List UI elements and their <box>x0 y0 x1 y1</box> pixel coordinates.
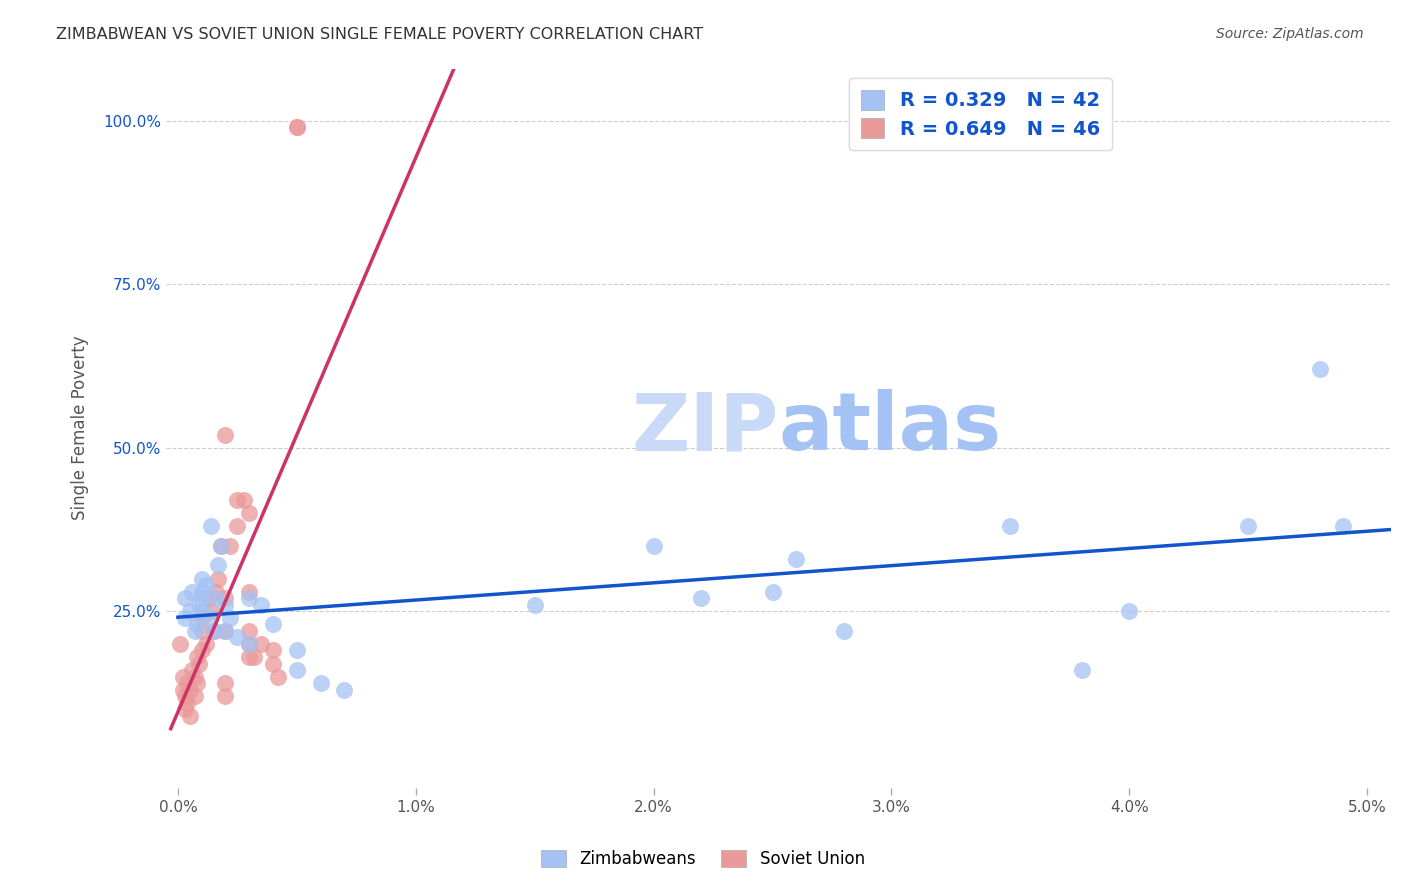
Point <box>214 591 236 606</box>
Point <box>1237 519 1260 533</box>
Point <box>1070 663 1092 677</box>
Point <box>198 611 221 625</box>
Point <box>186 650 208 665</box>
Point <box>190 611 212 625</box>
Point <box>1000 519 1022 533</box>
Point <box>200 604 222 618</box>
Point <box>174 690 197 704</box>
Point <box>250 637 273 651</box>
Point <box>226 631 249 645</box>
Text: ZIMBABWEAN VS SOVIET UNION SINGLE FEMALE POVERTY CORRELATION CHART: ZIMBABWEAN VS SOVIET UNION SINGLE FEMALE… <box>56 27 703 42</box>
Point <box>219 611 242 625</box>
Point <box>205 584 228 599</box>
Legend: Zimbabweans, Soviet Union: Zimbabweans, Soviet Union <box>534 843 872 875</box>
Point <box>176 696 198 710</box>
Point <box>785 552 807 566</box>
Point <box>285 120 308 135</box>
Legend: R = 0.329   N = 42, R = 0.649   N = 46: R = 0.329 N = 42, R = 0.649 N = 46 <box>849 78 1112 151</box>
Point <box>219 539 242 553</box>
Point <box>761 584 783 599</box>
Point <box>233 493 256 508</box>
Point <box>262 643 284 657</box>
Point <box>238 637 260 651</box>
Point <box>285 120 308 135</box>
Point <box>250 598 273 612</box>
Y-axis label: Single Female Poverty: Single Female Poverty <box>72 335 89 520</box>
Point <box>238 637 260 651</box>
Point <box>205 591 228 606</box>
Point <box>214 690 236 704</box>
Point <box>183 670 205 684</box>
Point <box>202 624 225 638</box>
Text: ZIP: ZIP <box>631 389 779 467</box>
Point <box>183 624 205 638</box>
Point <box>179 709 201 723</box>
Point <box>169 637 191 651</box>
Point <box>209 539 232 553</box>
Point <box>214 598 236 612</box>
Point <box>309 676 332 690</box>
Point <box>214 624 236 638</box>
Point <box>186 617 208 632</box>
Point <box>209 539 232 553</box>
Point <box>333 682 356 697</box>
Point <box>195 637 218 651</box>
Point <box>207 572 229 586</box>
Point <box>190 604 212 618</box>
Point <box>523 598 546 612</box>
Point <box>226 493 249 508</box>
Point <box>1309 362 1331 376</box>
Point <box>238 650 260 665</box>
Point <box>190 591 212 606</box>
Point <box>202 624 225 638</box>
Point <box>174 591 197 606</box>
Text: atlas: atlas <box>779 389 1001 467</box>
Point <box>262 657 284 671</box>
Point <box>207 558 229 573</box>
Point <box>195 578 218 592</box>
Point <box>183 690 205 704</box>
Point <box>226 519 249 533</box>
Point <box>181 584 204 599</box>
Point <box>176 676 198 690</box>
Point <box>190 643 212 657</box>
Point <box>186 676 208 690</box>
Point <box>1118 604 1140 618</box>
Point <box>190 584 212 599</box>
Text: Source: ZipAtlas.com: Source: ZipAtlas.com <box>1216 27 1364 41</box>
Point <box>198 591 221 606</box>
Point <box>179 682 201 697</box>
Point <box>190 624 212 638</box>
Point <box>181 663 204 677</box>
Point <box>172 670 194 684</box>
Point <box>174 702 197 716</box>
Point <box>214 676 236 690</box>
Point <box>285 663 308 677</box>
Point <box>690 591 713 606</box>
Point <box>179 604 201 618</box>
Point <box>214 624 236 638</box>
Point <box>172 682 194 697</box>
Point <box>267 670 290 684</box>
Point <box>214 427 236 442</box>
Point <box>238 584 260 599</box>
Point <box>285 643 308 657</box>
Point <box>238 591 260 606</box>
Point <box>238 506 260 520</box>
Point <box>188 657 211 671</box>
Point <box>262 617 284 632</box>
Point <box>238 624 260 638</box>
Point <box>832 624 855 638</box>
Point <box>243 650 266 665</box>
Point <box>174 611 197 625</box>
Point <box>190 572 212 586</box>
Point <box>1331 519 1354 533</box>
Point <box>200 519 222 533</box>
Point <box>643 539 665 553</box>
Point <box>188 598 211 612</box>
